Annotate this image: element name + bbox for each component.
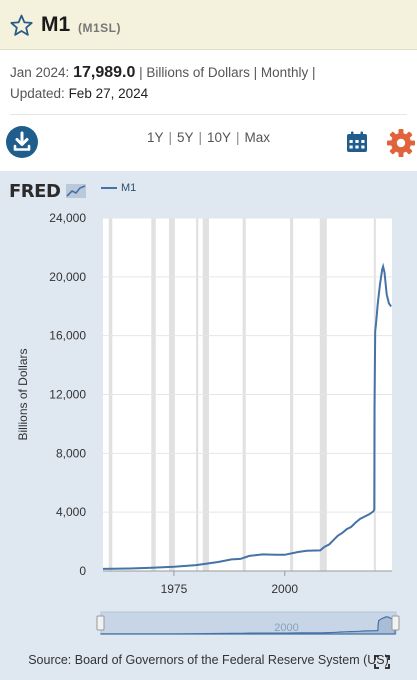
- chart-panel: FRED M1 0 4,000 8,000 12,000 16,000 20,000 24,…: [0, 171, 417, 680]
- y-axis-ticks: 0 4,000 8,000 12,000 16,000 20,000 24,000: [49, 211, 86, 578]
- navigator-tick-label: 2000: [274, 622, 298, 634]
- navigator-track: [100, 611, 397, 635]
- updated-date: Feb 27, 2024: [68, 86, 149, 101]
- x-axis-ticks: 1975 2000: [161, 571, 298, 596]
- series-line-m1: [102, 262, 392, 570]
- series-header: M1 (M1SL): [0, 0, 417, 50]
- fullscreen-icon[interactable]: [374, 655, 390, 669]
- x-tick-label: 1975: [161, 582, 188, 596]
- series-id: (M1SL): [78, 21, 121, 35]
- period-label: Jan 2024:: [10, 65, 70, 80]
- calendar-icon[interactable]: [345, 130, 369, 154]
- series-meta: Jan 2024: 17,989.0 | Billions of Dollars…: [10, 62, 410, 104]
- navigator-handle-right[interactable]: [391, 615, 400, 631]
- source-note: Source: Board of Governors of the Federa…: [28, 653, 389, 667]
- x-tick-label: 2000: [271, 582, 298, 596]
- gear-icon[interactable]: [385, 127, 417, 159]
- chart-toolbar: 1Y | 5Y | 10Y | Max: [0, 120, 417, 168]
- range-selector: 1Y | 5Y | 10Y | Max: [0, 130, 417, 145]
- range-max[interactable]: Max: [244, 130, 271, 145]
- fred-graph-icon: [66, 184, 87, 198]
- y-tick-label: 12,000: [49, 388, 86, 402]
- range-5y[interactable]: 5Y: [176, 130, 194, 145]
- line-chart[interactable]: 0 4,000 8,000 12,000 16,000 20,000 24,000 1975…: [0, 171, 417, 680]
- range-navigator[interactable]: 2000: [96, 611, 400, 635]
- fred-logo: FRED: [9, 181, 87, 202]
- download-button[interactable]: [6, 126, 38, 158]
- range-separator: |: [236, 130, 240, 145]
- units-frequency: | Billions of Dollars | Monthly |: [139, 65, 316, 80]
- gridlines: [103, 217, 392, 572]
- range-separator: |: [198, 130, 202, 145]
- latest-value: 17,989.0: [73, 64, 136, 81]
- download-icon: [13, 131, 31, 151]
- divider: [10, 114, 407, 115]
- y-tick-label: 16,000: [49, 329, 86, 343]
- legend-label: M1: [121, 182, 137, 194]
- y-tick-label: 0: [79, 564, 86, 578]
- navigator-handle-left[interactable]: [96, 615, 105, 631]
- navigator-series-area: [100, 616, 396, 635]
- range-1y[interactable]: 1Y: [146, 130, 164, 145]
- fred-wordmark: FRED: [9, 181, 61, 202]
- range-10y[interactable]: 10Y: [207, 130, 232, 145]
- y-tick-label: 20,000: [49, 270, 86, 284]
- legend-swatch: [101, 187, 117, 190]
- y-tick-label: 4,000: [56, 505, 86, 519]
- y-axis-label: Billions of Dollars: [16, 348, 30, 440]
- updated-label: Updated:: [10, 86, 65, 101]
- range-separator: |: [168, 130, 172, 145]
- series-title: M1: [41, 13, 71, 36]
- y-tick-label: 24,000: [49, 211, 86, 225]
- star-outline-icon[interactable]: [9, 13, 34, 38]
- y-tick-label: 8,000: [56, 446, 86, 460]
- chart-legend[interactable]: M1: [101, 182, 136, 194]
